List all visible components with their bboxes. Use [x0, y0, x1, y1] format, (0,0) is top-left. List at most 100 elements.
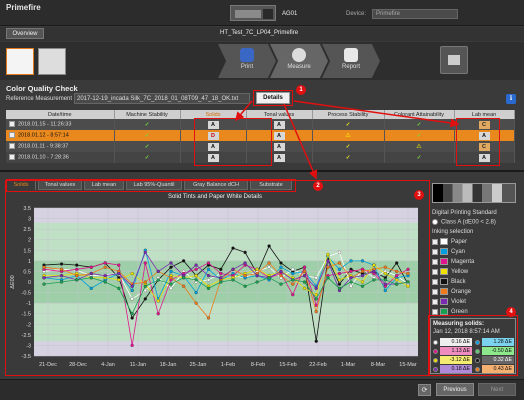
data-point[interactable]: [326, 265, 330, 269]
data-point[interactable]: [267, 244, 271, 248]
data-point[interactable]: [395, 282, 399, 286]
step-measure[interactable]: Measure: [270, 44, 328, 78]
data-point[interactable]: [231, 278, 235, 282]
data-point[interactable]: [326, 259, 330, 263]
data-point[interactable]: [156, 312, 160, 316]
row-checkbox[interactable]: [9, 132, 15, 139]
data-point[interactable]: [337, 267, 342, 271]
data-point[interactable]: [89, 286, 93, 290]
data-point[interactable]: [337, 282, 342, 286]
data-point[interactable]: [279, 269, 283, 274]
data-point[interactable]: [89, 271, 93, 276]
data-point[interactable]: [42, 265, 46, 269]
ink-item-green[interactable]: Green: [432, 308, 468, 316]
row-checkbox[interactable]: [9, 154, 15, 161]
print-button[interactable]: [440, 46, 468, 74]
data-point[interactable]: [194, 301, 198, 305]
data-point[interactable]: [291, 282, 295, 286]
data-point[interactable]: [314, 297, 318, 301]
row-checkbox[interactable]: [9, 143, 15, 150]
overview-button[interactable]: Overview: [6, 28, 44, 39]
data-point[interactable]: [395, 269, 399, 274]
data-point[interactable]: [117, 271, 121, 276]
data-point[interactable]: [326, 276, 330, 280]
data-point[interactable]: [181, 276, 186, 280]
data-point[interactable]: [206, 278, 211, 282]
data-point[interactable]: [349, 284, 353, 288]
data-point[interactable]: [206, 267, 211, 271]
details-button[interactable]: Details: [256, 92, 290, 104]
data-point[interactable]: [169, 269, 173, 274]
data-point[interactable]: [243, 250, 247, 255]
data-point[interactable]: [314, 339, 318, 343]
data-point[interactable]: [243, 274, 247, 278]
data-point[interactable]: [194, 263, 198, 267]
data-point[interactable]: [130, 316, 134, 320]
data-point[interactable]: [194, 290, 198, 295]
data-point[interactable]: [267, 276, 271, 280]
refresh-icon[interactable]: ⟳: [418, 384, 431, 396]
data-point[interactable]: [243, 284, 247, 288]
data-point[interactable]: [103, 274, 107, 278]
data-point[interactable]: [349, 276, 353, 280]
col-header[interactable]: Tonal values: [246, 110, 313, 119]
data-point[interactable]: [169, 276, 173, 280]
data-point[interactable]: [156, 278, 160, 282]
data-point[interactable]: [395, 278, 399, 282]
data-point[interactable]: [181, 259, 186, 263]
data-point[interactable]: [360, 280, 365, 284]
data-point[interactable]: [360, 269, 365, 274]
data-point[interactable]: [395, 274, 399, 278]
data-point[interactable]: [337, 271, 342, 276]
data-point[interactable]: [302, 280, 307, 284]
data-point[interactable]: [143, 288, 147, 293]
data-point[interactable]: [75, 278, 79, 282]
data-point[interactable]: [143, 280, 147, 284]
ink-checkbox[interactable]: [432, 308, 438, 315]
data-point[interactable]: [156, 299, 160, 303]
data-point[interactable]: [169, 265, 173, 269]
data-point[interactable]: [169, 282, 173, 286]
ink-checkbox[interactable]: [432, 288, 438, 295]
table-row[interactable]: 2018.01.10 - 7:28:36 ✓ A A ✓ ✓ A: [6, 152, 515, 163]
info-icon[interactable]: i: [506, 94, 516, 104]
data-point[interactable]: [194, 278, 198, 282]
ink-checkbox[interactable]: [432, 298, 438, 305]
data-point[interactable]: [231, 267, 235, 271]
data-point[interactable]: [143, 250, 147, 255]
job-thumbnail[interactable]: [38, 48, 66, 75]
data-point[interactable]: [89, 276, 93, 280]
data-point[interactable]: [302, 269, 307, 274]
data-point[interactable]: [206, 274, 211, 278]
data-point[interactable]: [219, 271, 223, 276]
ink-item-orange[interactable]: Orange: [432, 288, 471, 296]
data-point[interactable]: [279, 265, 283, 269]
data-point[interactable]: [314, 293, 318, 297]
data-point[interactable]: [130, 284, 134, 288]
data-point[interactable]: [143, 261, 147, 265]
data-point[interactable]: [279, 274, 283, 278]
data-point[interactable]: [406, 267, 410, 271]
ink-checkbox[interactable]: [432, 238, 438, 245]
data-point[interactable]: [291, 267, 295, 271]
data-point[interactable]: [349, 259, 353, 263]
data-point[interactable]: [206, 261, 211, 265]
data-point[interactable]: [372, 263, 376, 267]
col-header[interactable]: Colorant Attainability: [384, 110, 455, 119]
data-point[interactable]: [143, 284, 147, 288]
data-point[interactable]: [406, 280, 410, 284]
data-point[interactable]: [337, 286, 342, 290]
data-point[interactable]: [383, 271, 387, 276]
data-point[interactable]: [117, 278, 121, 282]
data-point[interactable]: [143, 297, 147, 301]
data-point[interactable]: [383, 265, 387, 269]
data-point[interactable]: [130, 343, 134, 348]
data-point[interactable]: [130, 312, 134, 316]
data-point[interactable]: [349, 269, 353, 274]
data-point[interactable]: [372, 269, 376, 274]
data-point[interactable]: [337, 250, 342, 255]
data-point[interactable]: [406, 284, 410, 288]
data-point[interactable]: [130, 271, 134, 276]
next-button[interactable]: Next: [478, 383, 516, 396]
data-point[interactable]: [59, 262, 64, 266]
